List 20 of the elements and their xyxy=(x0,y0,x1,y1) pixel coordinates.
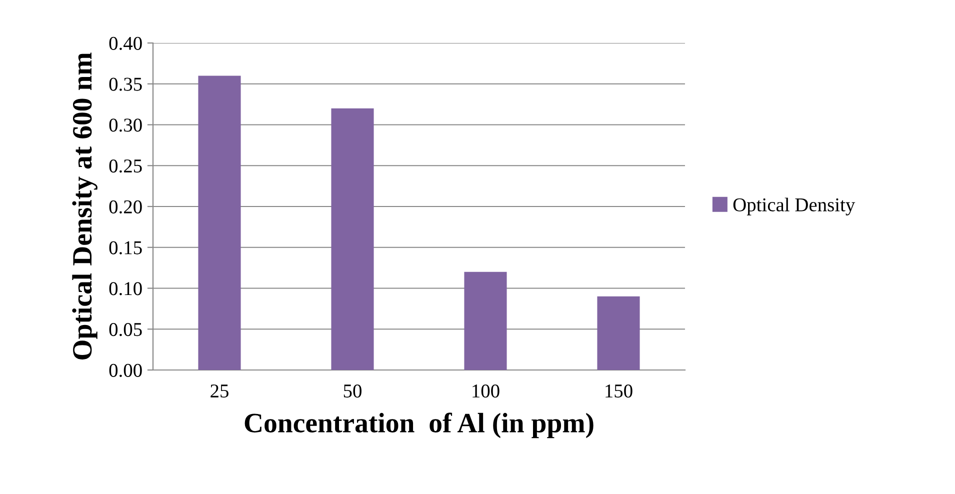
x-tick-label: 50 xyxy=(344,384,362,398)
x-tick-label: 100 xyxy=(472,384,500,398)
bar xyxy=(597,296,640,370)
y-tick-label: 0.05 xyxy=(109,322,142,336)
legend-label: Optical Density xyxy=(733,198,856,216)
x-axis-title: Concentration of Al (in ppm) xyxy=(244,412,594,438)
x-tick-label: 150 xyxy=(606,384,632,398)
y-axis-title: Optical Density at 600 nm xyxy=(72,52,98,360)
bar xyxy=(331,108,374,370)
y-tick-label: 0.10 xyxy=(109,282,142,296)
y-tick-label: 0.40 xyxy=(109,36,142,50)
x-tick-label: 25 xyxy=(210,384,228,398)
y-tick-label: 0.00 xyxy=(109,364,142,378)
y-tick-label: 0.15 xyxy=(109,241,142,254)
bar xyxy=(464,272,507,370)
bar xyxy=(198,76,241,370)
y-tick-label: 0.30 xyxy=(109,118,142,132)
y-tick-label: 0.20 xyxy=(109,200,142,214)
y-tick-label: 0.35 xyxy=(109,78,142,91)
y-tick-label: 0.25 xyxy=(109,159,142,173)
